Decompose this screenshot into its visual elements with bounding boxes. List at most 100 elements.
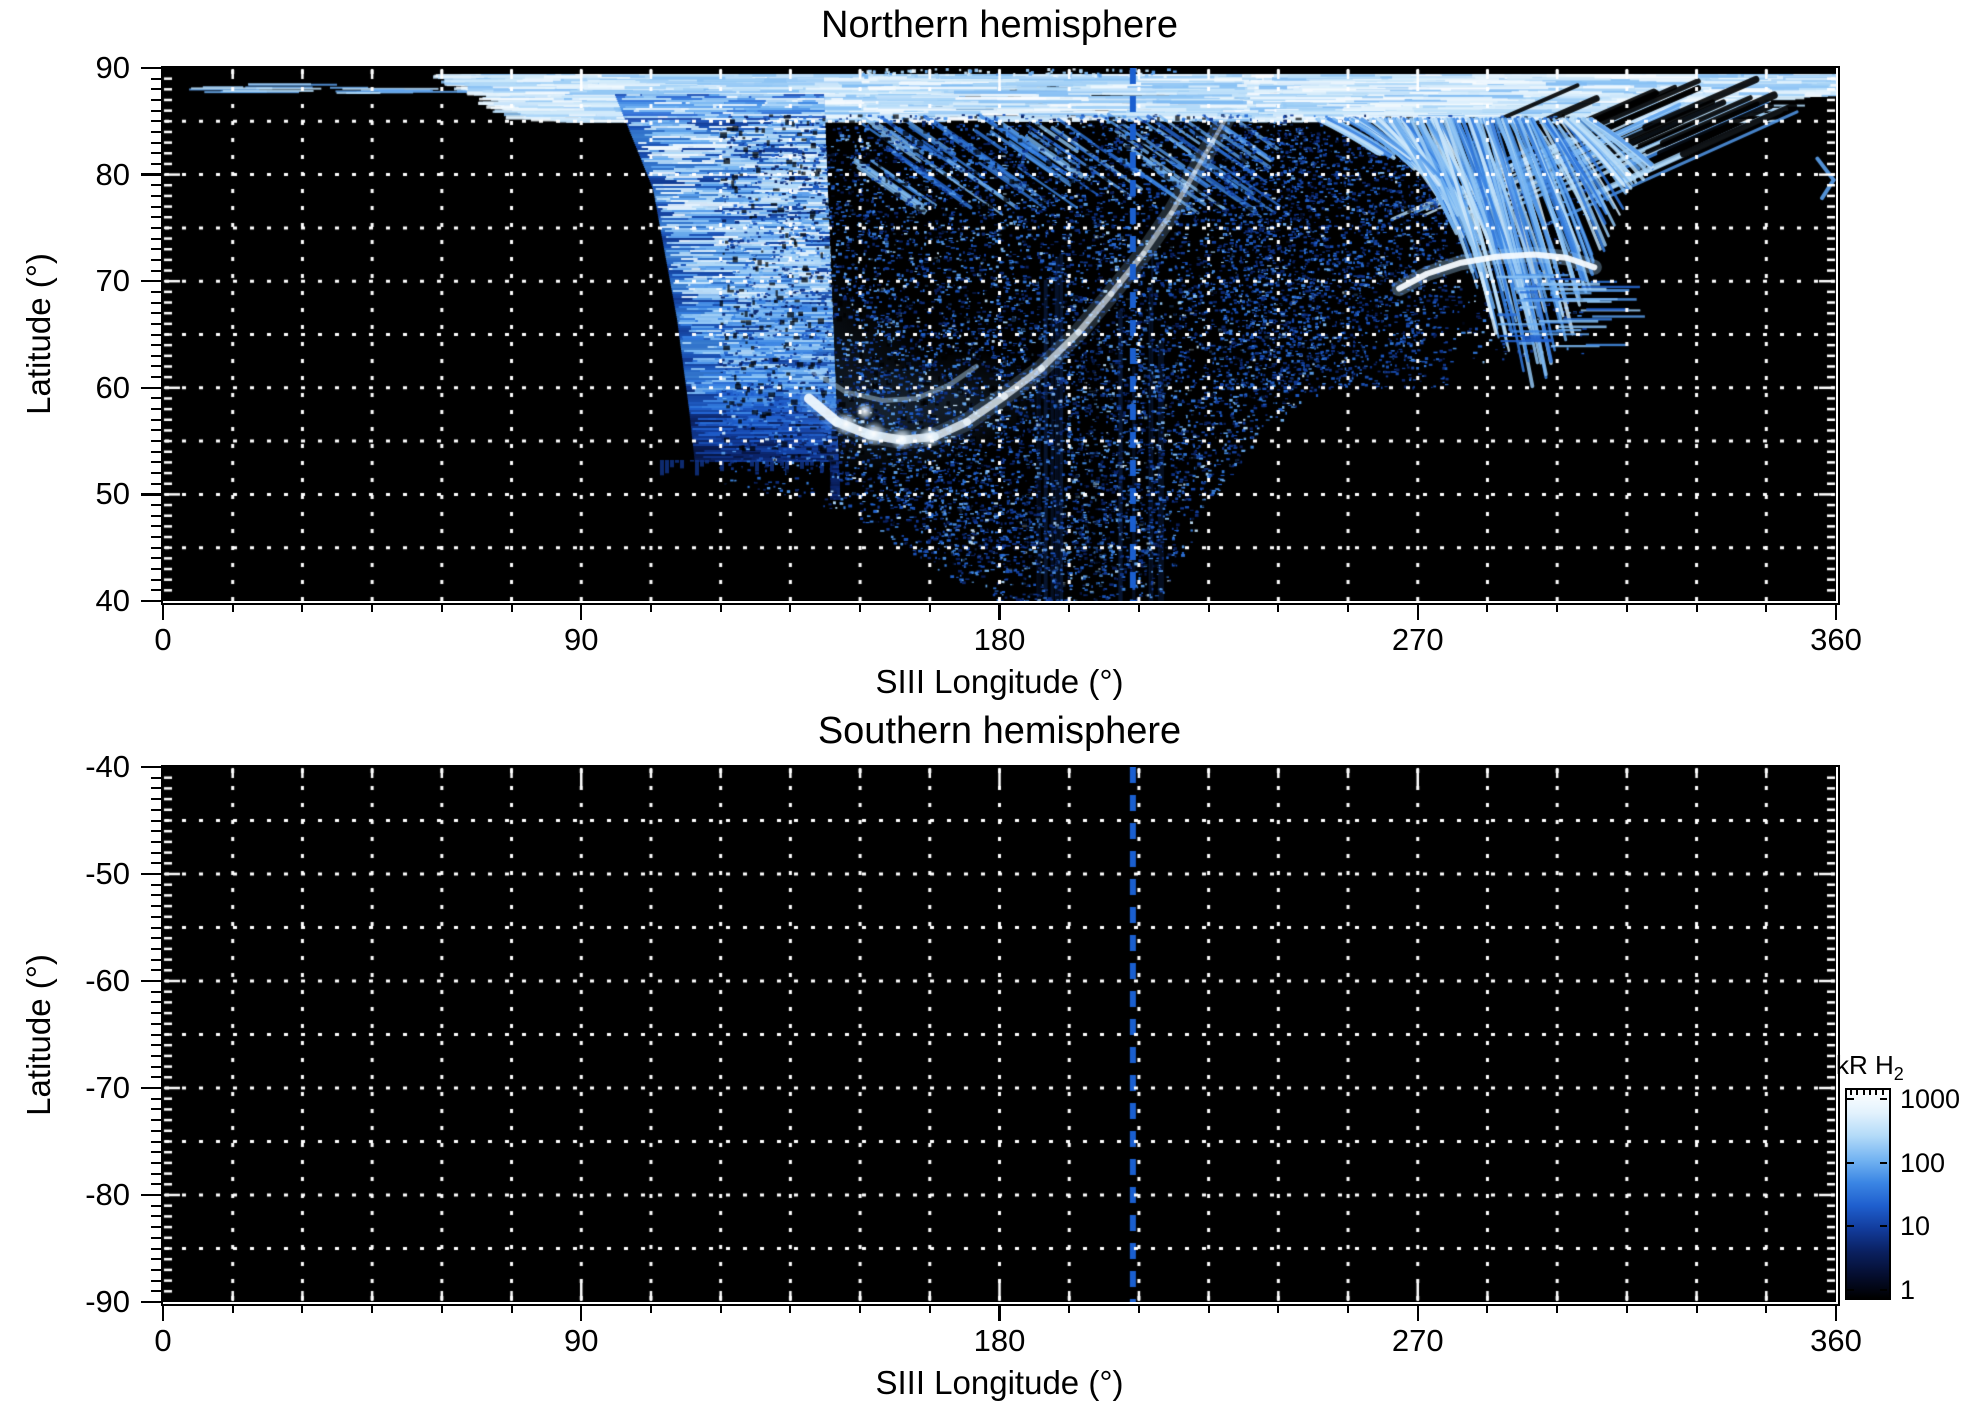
y-minor-tick <box>151 365 161 368</box>
y-minor-tick <box>151 947 161 950</box>
north-x-axis-label: SIII Longitude (°) <box>875 663 1124 700</box>
y-minor-tick <box>151 1290 161 1293</box>
y-minor-tick <box>151 162 161 165</box>
y-minor-tick <box>151 77 161 80</box>
x-minor-tick <box>859 603 862 612</box>
y-minor-tick <box>151 504 161 507</box>
x-major-tick <box>1834 603 1838 620</box>
y-minor-tick <box>151 290 161 293</box>
x-tick-label: 360 <box>1810 622 1862 657</box>
x-minor-tick <box>1277 1304 1280 1313</box>
x-minor-tick <box>1207 603 1210 612</box>
y-minor-tick <box>151 525 161 528</box>
y-minor-tick <box>151 237 161 240</box>
colorbar-decade-mark <box>1880 1225 1887 1228</box>
y-minor-tick <box>151 1097 161 1100</box>
y-major-tick <box>141 1300 161 1304</box>
y-minor-tick <box>151 301 161 304</box>
y-major-tick <box>141 1086 161 1090</box>
colorbar-label-subscript: 2 <box>1893 1064 1904 1085</box>
y-minor-tick <box>151 109 161 112</box>
y-minor-tick <box>151 1054 161 1057</box>
y-minor-tick <box>151 408 161 411</box>
y-major-tick <box>141 979 161 983</box>
y-minor-tick <box>151 536 161 539</box>
y-tick-label: 80 <box>95 156 130 192</box>
y-minor-tick <box>151 333 161 336</box>
y-minor-tick <box>151 798 161 801</box>
y-major-tick <box>141 280 161 283</box>
y-minor-tick <box>151 1183 161 1186</box>
x-minor-tick <box>1207 1304 1210 1313</box>
y-minor-tick <box>151 152 161 155</box>
colorbar-decade-mark <box>1880 1161 1887 1164</box>
x-minor-tick <box>1486 603 1489 612</box>
y-minor-tick <box>151 589 161 592</box>
x-major-tick <box>1416 603 1419 620</box>
x-tick-label: 90 <box>564 1323 599 1358</box>
x-minor-tick <box>1137 1304 1140 1313</box>
y-major-tick <box>141 599 161 603</box>
x-minor-tick <box>719 603 722 612</box>
x-minor-tick <box>1347 1304 1350 1313</box>
y-minor-tick <box>151 216 161 219</box>
y-minor-tick <box>151 184 161 187</box>
colorbar-minor-tick <box>1850 1090 1852 1095</box>
x-tick-label: 0 <box>154 1323 172 1358</box>
y-minor-tick <box>151 1076 161 1079</box>
x-minor-tick <box>859 1304 862 1313</box>
y-tick-label: 40 <box>95 583 130 618</box>
y-tick-label: -40 <box>85 749 130 784</box>
south-x-axis-label: SIII Longitude (°) <box>875 1364 1124 1401</box>
y-minor-tick <box>151 990 161 993</box>
x-minor-tick <box>1765 603 1768 612</box>
colorbar-minor-tick <box>1881 1090 1884 1095</box>
colorbar-decade-mark <box>1847 1098 1854 1101</box>
y-minor-tick <box>151 1129 161 1132</box>
y-minor-tick <box>151 344 161 347</box>
y-minor-tick <box>151 830 161 833</box>
y-minor-tick <box>151 205 161 208</box>
y-tick-label: -90 <box>85 1284 130 1319</box>
y-minor-tick <box>151 546 161 549</box>
y-minor-tick <box>151 258 161 261</box>
y-minor-tick <box>151 894 161 897</box>
x-minor-tick <box>440 1304 443 1313</box>
x-minor-tick <box>1137 603 1140 612</box>
y-tick-label: -70 <box>85 1070 130 1105</box>
y-minor-tick <box>151 840 161 843</box>
x-minor-tick <box>1695 603 1698 612</box>
colorbar-minor-tick <box>1868 1090 1871 1095</box>
y-major-tick <box>141 765 161 769</box>
x-tick-label: 270 <box>1391 1323 1444 1358</box>
y-minor-tick <box>151 1065 161 1068</box>
x-minor-tick <box>231 603 234 612</box>
x-minor-tick <box>789 603 792 612</box>
y-minor-tick <box>151 958 161 961</box>
y-minor-tick <box>151 1119 161 1122</box>
x-minor-tick <box>719 1304 722 1313</box>
y-minor-tick <box>151 1258 161 1261</box>
y-minor-tick <box>151 88 161 91</box>
south-heatmap <box>163 767 1836 1302</box>
x-minor-tick <box>371 1304 374 1313</box>
colorbar-label-text: kR H <box>1836 1050 1894 1080</box>
y-major-tick <box>141 872 161 876</box>
y-tick-label: -50 <box>85 856 130 891</box>
x-minor-tick <box>649 1304 652 1313</box>
x-minor-tick <box>1695 1304 1698 1313</box>
colorbar-minor-tick <box>1862 1090 1865 1095</box>
x-tick-label: 0 <box>154 622 172 657</box>
y-minor-tick <box>151 915 161 918</box>
y-minor-tick <box>151 1279 161 1282</box>
x-minor-tick <box>301 603 304 612</box>
y-minor-tick <box>151 969 161 972</box>
y-minor-tick <box>151 440 161 443</box>
x-minor-tick <box>231 1304 234 1313</box>
y-tick-label: 50 <box>95 476 130 512</box>
y-minor-tick <box>151 776 161 779</box>
y-minor-tick <box>151 862 161 865</box>
y-minor-tick <box>151 1108 161 1111</box>
y-minor-tick <box>151 397 161 400</box>
